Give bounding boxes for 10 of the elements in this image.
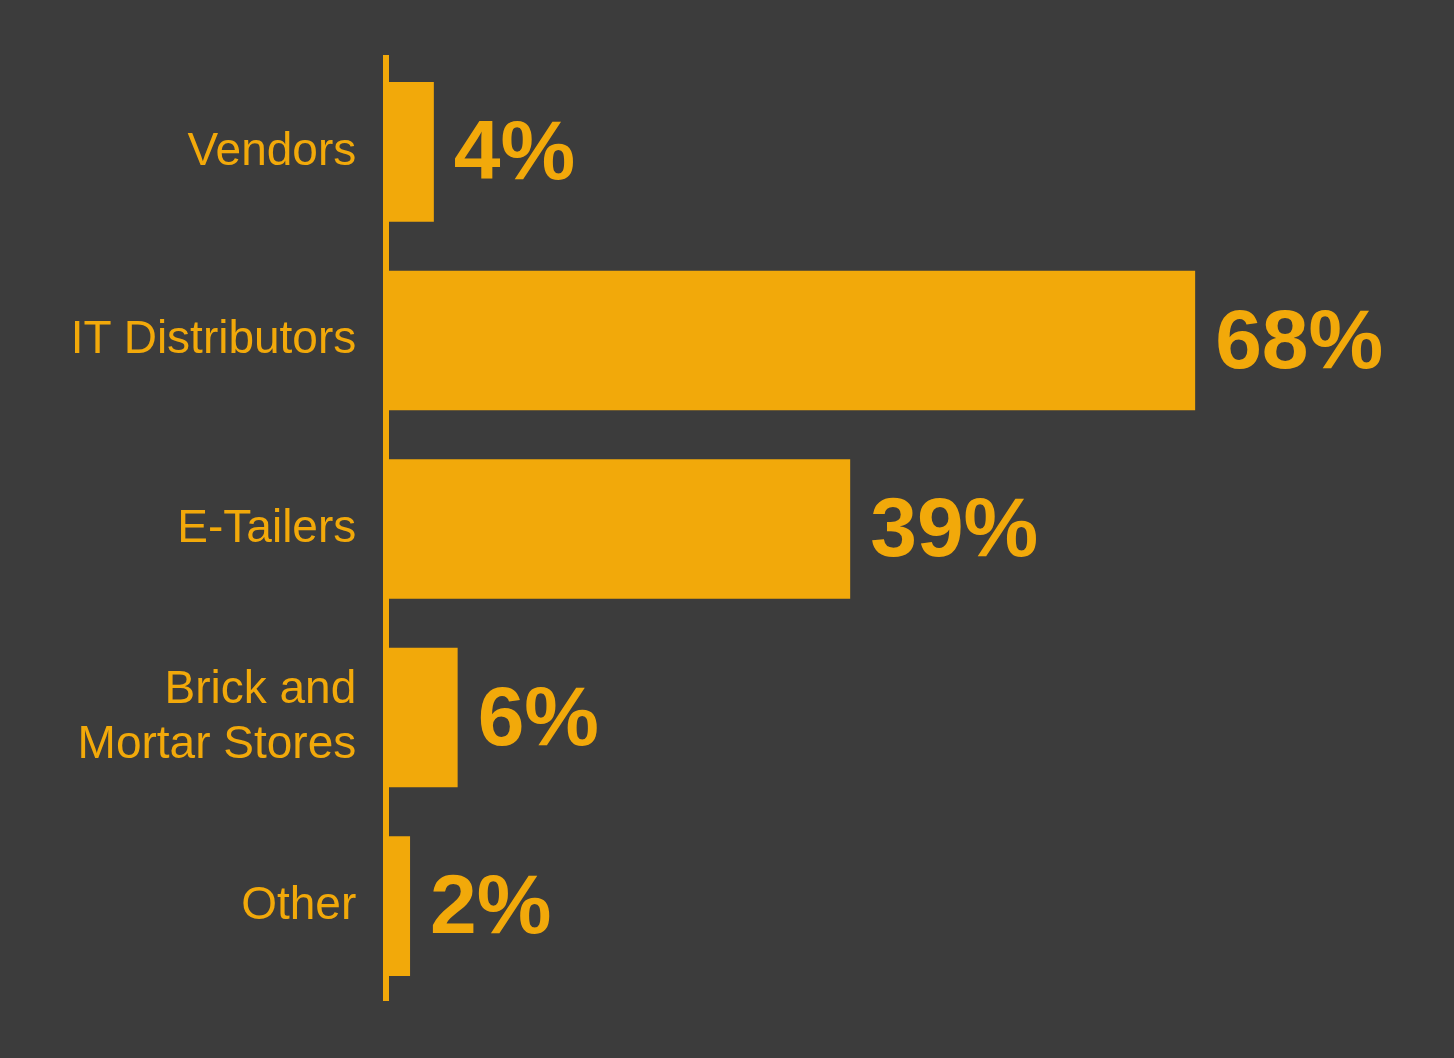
data-label: 2% (430, 857, 552, 952)
data-label: 39% (870, 480, 1039, 575)
y-tick-label: Brick and Mortar Stores (77, 660, 357, 768)
y-tick-label: Vendors (187, 122, 357, 175)
data-label: 68% (1215, 291, 1384, 386)
data-label: 4% (453, 103, 576, 198)
data-label: 6% (477, 668, 600, 763)
y-tick-label: IT Distributors (70, 311, 357, 364)
y-tick-label: Other (241, 876, 357, 929)
y-tick-label: E-Tailers (177, 499, 357, 552)
